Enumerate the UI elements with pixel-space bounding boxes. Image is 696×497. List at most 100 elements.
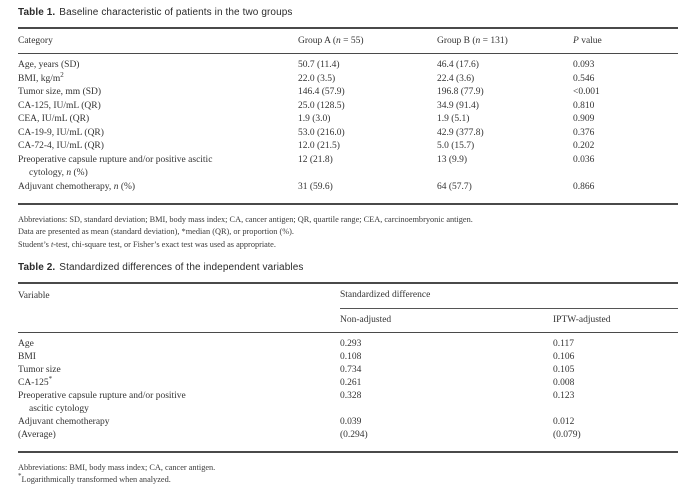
- table-row: (Average) (0.294) (0.079): [18, 429, 678, 442]
- column-header-standardized-difference: Standardized difference: [340, 289, 431, 300]
- cell-p-value: 0.909: [573, 114, 595, 124]
- cell-p-value: 0.810: [573, 100, 595, 111]
- cell-variable: Tumor size: [18, 365, 61, 375]
- table-1-top-rule: [18, 27, 678, 29]
- column-header-category: Category: [18, 35, 53, 46]
- cell-iptw-adjusted: 0.117: [553, 339, 575, 349]
- table-1-header-rule: [18, 52, 678, 54]
- table-2-spanner-rule: [340, 307, 678, 309]
- table-1-caption: Baseline characteristic of patients in t…: [59, 7, 293, 18]
- table-row: Tumor size, mm (SD) 146.4 (57.9) 196.8 (77…: [18, 86, 678, 100]
- cell-p-value: 0.036: [573, 154, 595, 165]
- cell-group-b: 22.4 (3.6): [437, 73, 475, 84]
- cell-group-b: 1.9 (5.1): [437, 114, 470, 124]
- table-1-footnotes: Abbreviations: SD, standard deviation; B…: [18, 214, 678, 252]
- cell-group-b: 46.4 (17.6): [437, 60, 479, 70]
- table-1-label: Table 1.: [18, 7, 56, 18]
- cell-group-b: 5.0 (15.7): [437, 141, 475, 151]
- table-2-footnotes: Abbreviations: BMI, body mass index; CA,…: [18, 462, 678, 487]
- column-header-iptw-adjusted: IPTW-adjusted: [553, 314, 611, 325]
- footnote-line: Abbreviations: BMI, body mass index; CA,…: [18, 462, 216, 472]
- cell-non-adjusted: 0.328: [340, 391, 362, 401]
- cell-category: Tumor size, mm (SD): [18, 87, 102, 97]
- table-1-body: Age, years (SD) 50.7 (11.4) 46.4 (17.6) 0.0…: [18, 54, 678, 203]
- cell-category: BMI, kg/m2: [18, 70, 64, 84]
- column-header-group-a: Group A (n = 55): [298, 35, 364, 46]
- cell-group-a: 1.9 (3.0): [298, 114, 331, 124]
- table-row: Preoperative capsule rupture and/or posi…: [18, 390, 678, 416]
- table-1-bottom-rule: [18, 203, 678, 205]
- cell-p-value: 0.202: [573, 141, 595, 151]
- cell-group-b: 64 (57.7): [437, 181, 472, 192]
- cell-iptw-adjusted: 0.105: [553, 365, 575, 375]
- cell-variable: Age: [18, 339, 34, 349]
- cell-category: Age, years (SD): [18, 60, 80, 70]
- column-header-variable: Variable: [18, 290, 50, 301]
- cell-p-value: <0.001: [573, 87, 600, 97]
- table-row: CA-19-9, IU/mL (QR) 53.0 (216.0) 42.9 (377…: [18, 127, 678, 141]
- cell-category: CA-72-4, IU/mL (QR): [18, 141, 104, 151]
- cell-group-b: 42.9 (377.8): [437, 127, 484, 138]
- cell-variable: Preoperative capsule rupture and/or posi…: [18, 391, 186, 414]
- cell-group-b: 34.9 (91.4): [437, 100, 479, 111]
- cell-variable: BMI: [18, 352, 36, 362]
- cell-p-value: 0.546: [573, 73, 595, 84]
- table-row: Adjuvant chemotherapy 0.039 0.012: [18, 416, 678, 429]
- table-1: Table 1. Baseline characteristic of patie…: [18, 7, 678, 251]
- cell-category: CEA, IU/mL (QR): [18, 114, 90, 124]
- table-2-title: Table 2. Standardized differences of the …: [18, 262, 678, 273]
- table-2-header-rule: [18, 331, 678, 333]
- table-row: CEA, IU/mL (QR) 1.9 (3.0) 1.9 (5.1) 0.909: [18, 113, 678, 127]
- table-row: CA-125* 0.261 0.008: [18, 374, 678, 390]
- cell-non-adjusted: 0.039: [340, 417, 362, 427]
- cell-category: Adjuvant chemotherapy, n (%): [18, 181, 136, 192]
- column-header-group-b: Group B (n = 131): [437, 35, 508, 46]
- cell-non-adjusted: 0.261: [340, 378, 362, 388]
- cell-non-adjusted: 0.293: [340, 339, 362, 349]
- table-row: Age 0.293 0.117: [18, 338, 678, 351]
- cell-group-b: 13 (9.9): [437, 154, 468, 165]
- table-2-header-row: Variable Standardized difference Non-adj…: [18, 284, 678, 332]
- footnote-line: Student’s t-test, chi-square test, or Fi…: [18, 239, 276, 249]
- cell-variable: CA-125*: [18, 374, 53, 388]
- table-row: Preoperative capsule rupture and/or posi…: [18, 154, 678, 181]
- table-2: Table 2. Standardized differences of the …: [18, 262, 678, 487]
- cell-iptw-adjusted: (0.079): [553, 430, 581, 440]
- cell-p-value: 0.376: [573, 127, 595, 138]
- cell-iptw-adjusted: 0.106: [553, 352, 575, 362]
- footnote-line: Data are presented as mean (standard dev…: [18, 227, 295, 236]
- footnote-line: *Logarithmically transformed when analyz…: [18, 472, 171, 484]
- table-row: CA-72-4, IU/mL (QR) 12.0 (21.5) 5.0 (15.7)…: [18, 140, 678, 154]
- cell-iptw-adjusted: 0.008: [553, 378, 575, 388]
- cell-group-a: 25.0 (128.5): [298, 100, 345, 111]
- cell-p-value: 0.866: [573, 181, 595, 192]
- table-2-label: Table 2.: [18, 262, 56, 273]
- table-row: BMI 0.108 0.106: [18, 351, 678, 364]
- cell-non-adjusted: 0.734: [340, 365, 362, 375]
- cell-variable: Adjuvant chemotherapy: [18, 417, 110, 427]
- cell-non-adjusted: (0.294): [340, 430, 368, 440]
- footnote-line: Abbreviations: SD, standard deviation; B…: [18, 214, 473, 224]
- table-row: BMI, kg/m2 22.0 (3.5) 22.4 (3.6) 0.546: [18, 70, 678, 87]
- standardized-difference-group: Standardized difference Non-adjusted IPT…: [340, 284, 678, 332]
- cell-group-a: 50.7 (11.4): [298, 60, 340, 70]
- column-header-p-value: P value: [573, 35, 602, 46]
- table-2-subheader-row: Non-adjusted IPTW-adjusted: [340, 309, 678, 332]
- cell-category: CA-125, IU/mL (QR): [18, 100, 101, 111]
- table-2-top-rule: [18, 282, 678, 284]
- table-1-title: Table 1. Baseline characteristic of patie…: [18, 7, 678, 18]
- cell-iptw-adjusted: 0.123: [553, 391, 575, 401]
- table-2-bottom-rule: [18, 451, 678, 453]
- table-row: Tumor size 0.734 0.105: [18, 364, 678, 377]
- table-row: Age, years (SD) 50.7 (11.4) 46.4 (17.6) 0.0…: [18, 59, 678, 73]
- cell-group-b: 196.8 (77.9): [437, 87, 484, 97]
- cell-category: CA-19-9, IU/mL (QR): [18, 127, 104, 138]
- cell-p-value: 0.093: [573, 60, 595, 70]
- cell-group-a: 12.0 (21.5): [298, 141, 340, 151]
- cell-group-a: 53.0 (216.0): [298, 127, 345, 138]
- table-2-body: Age 0.293 0.117 BMI 0.108 0.106 Tumor size 0.73…: [18, 333, 678, 451]
- cell-category: Preoperative capsule rupture and/or posi…: [18, 154, 213, 179]
- cell-non-adjusted: 0.108: [340, 352, 362, 362]
- cell-group-a: 22.0 (3.5): [298, 73, 336, 84]
